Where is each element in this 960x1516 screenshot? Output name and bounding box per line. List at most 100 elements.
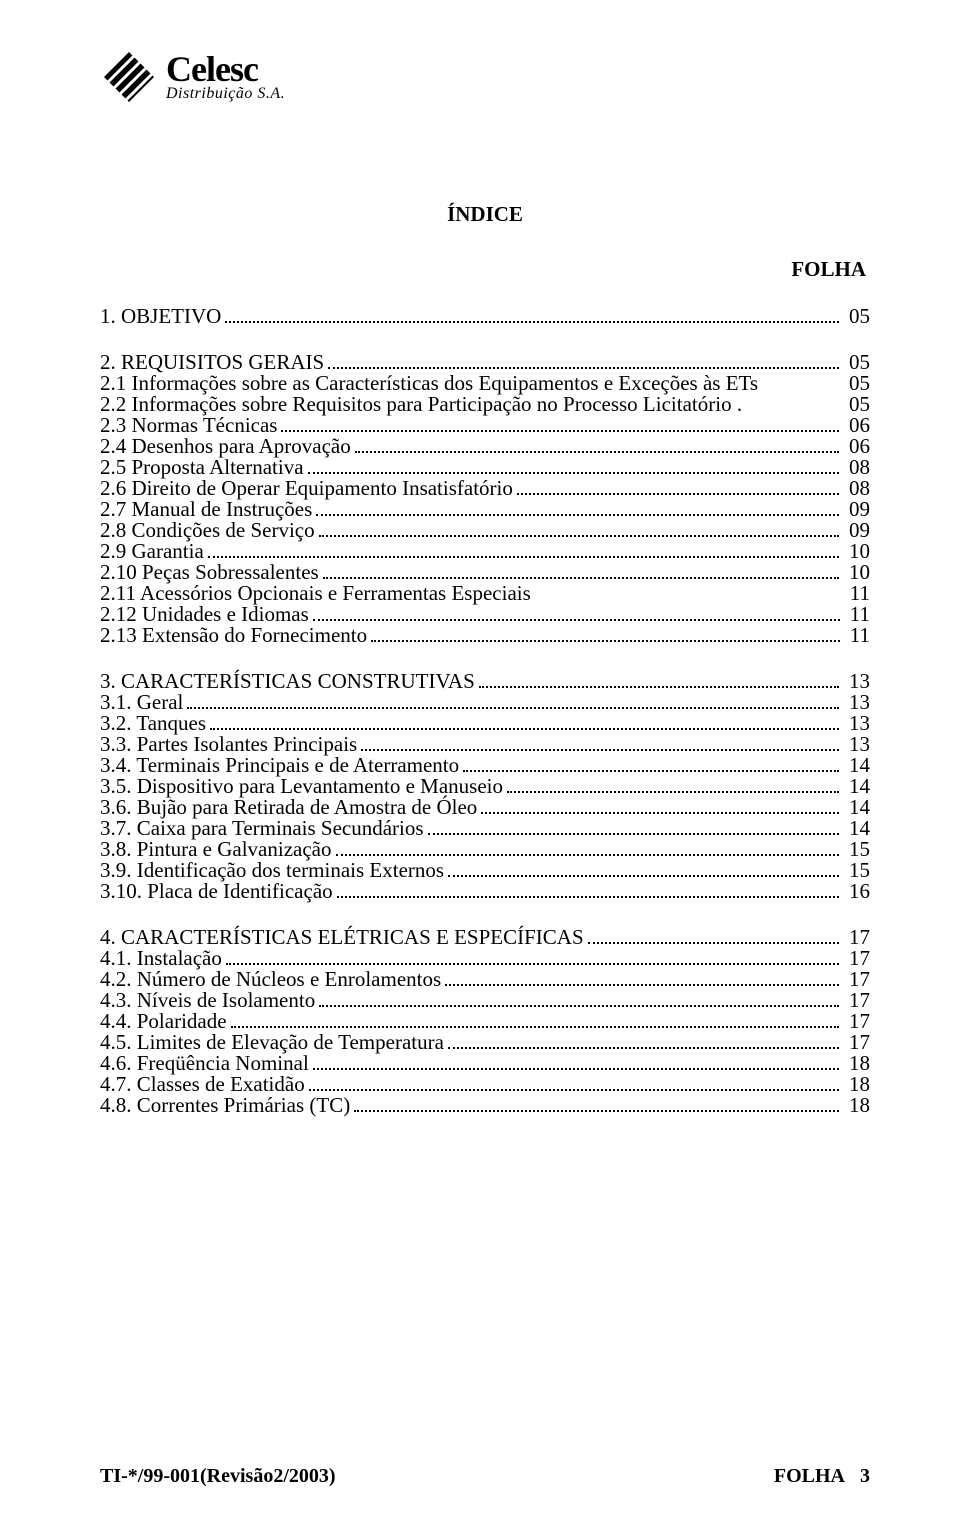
toc-row: 3.8. Pintura e Galvanização 15 bbox=[100, 839, 870, 860]
toc-row: 3.4. Terminais Principais e de Aterramen… bbox=[100, 755, 870, 776]
toc-row: 2.4 Desenhos para Aprovação 06 bbox=[100, 436, 870, 457]
footer-page-label: FOLHA bbox=[774, 1465, 845, 1487]
toc-leader-dots bbox=[355, 439, 839, 453]
toc-leader-dots bbox=[479, 674, 839, 688]
toc-leader-dots bbox=[354, 1098, 839, 1112]
toc-leader-dots bbox=[588, 930, 839, 944]
toc-page-number: 17 bbox=[843, 927, 870, 948]
toc-leader-dots bbox=[507, 779, 839, 793]
toc-row: 2.7 Manual de Instruções09 bbox=[100, 499, 870, 520]
toc-label: 2.2 Informações sobre Requisitos para Pa… bbox=[100, 394, 742, 415]
toc-label: 2. REQUISITOS GERAIS bbox=[100, 352, 324, 373]
toc-label: 4.6. Freqüência Nominal bbox=[100, 1053, 309, 1074]
toc-label: 3.4. Terminais Principais e de Aterramen… bbox=[100, 755, 459, 776]
toc-page-number: 11 bbox=[844, 625, 870, 646]
toc-row: 4.4. Polaridade17 bbox=[100, 1011, 870, 1032]
toc-row: 3. CARACTERÍSTICAS CONSTRUTIVAS 13 bbox=[100, 671, 870, 692]
toc-row: 2.10 Peças Sobressalentes10 bbox=[100, 562, 870, 583]
toc-row: 2.3 Normas Técnicas06 bbox=[100, 415, 870, 436]
toc-page-number: 05 bbox=[843, 352, 870, 373]
toc-row: 4.8. Correntes Primárias (TC)18 bbox=[100, 1095, 870, 1116]
toc-label: 2.12 Unidades e Idiomas bbox=[100, 604, 309, 625]
toc-page-number: 13 bbox=[843, 671, 870, 692]
footer-doc-id: TI-*/99-001(Revisão2/2003) bbox=[100, 1465, 336, 1488]
toc-label: 4.7. Classes de Exatidão bbox=[100, 1074, 305, 1095]
toc-leader-dots bbox=[313, 1056, 839, 1070]
toc-row: 4.7. Classes de Exatidão 18 bbox=[100, 1074, 870, 1095]
toc-section: 4. CARACTERÍSTICAS ELÉTRICAS E ESPECÍFIC… bbox=[100, 927, 870, 1116]
toc-label: 4.3. Níveis de Isolamento bbox=[100, 990, 315, 1011]
toc-page-number: 06 bbox=[843, 436, 870, 457]
toc-page-number: 17 bbox=[843, 1032, 870, 1053]
toc-label: 4.2. Número de Núcleos e Enrolamentos bbox=[100, 969, 441, 990]
toc-row: 3.3. Partes Isolantes Principais13 bbox=[100, 734, 870, 755]
logo-icon bbox=[100, 48, 158, 106]
toc-label: 3.8. Pintura e Galvanização bbox=[100, 839, 332, 860]
toc-leader-dots bbox=[445, 972, 839, 986]
toc-page-number: 10 bbox=[843, 541, 870, 562]
footer-page-number: 3 bbox=[860, 1465, 870, 1487]
toc-label: 2.6 Direito de Operar Equipamento Insati… bbox=[100, 478, 513, 499]
toc-leader-dots bbox=[323, 565, 839, 579]
toc-label: 3.2. Tanques bbox=[100, 713, 206, 734]
toc-page-number: 10 bbox=[843, 562, 870, 583]
toc-label: 3.5. Dispositivo para Levantamento e Man… bbox=[100, 776, 503, 797]
toc-page-number: 15 bbox=[843, 860, 870, 881]
toc-label: 4. CARACTERÍSTICAS ELÉTRICAS E ESPECÍFIC… bbox=[100, 927, 584, 948]
toc-page-number: 05 bbox=[843, 373, 870, 394]
toc-row: 4.6. Freqüência Nominal 18 bbox=[100, 1053, 870, 1074]
toc-page-number: 14 bbox=[843, 797, 870, 818]
toc-label: 2.11 Acessórios Opcionais e Ferramentas … bbox=[100, 583, 531, 604]
toc-page-number: 08 bbox=[843, 478, 870, 499]
footer: TI-*/99-001(Revisão2/2003) FOLHA 3 bbox=[100, 1465, 870, 1488]
toc-leader-dots bbox=[319, 523, 839, 537]
toc-row: 4.3. Níveis de Isolamento17 bbox=[100, 990, 870, 1011]
toc-label: 3.6. Bujão para Retirada de Amostra de Ó… bbox=[100, 797, 477, 818]
toc-label: 2.1 Informações sobre as Características… bbox=[100, 373, 758, 394]
toc-leader-dots bbox=[463, 758, 839, 772]
toc-label: 3.7. Caixa para Terminais Secundários bbox=[100, 818, 424, 839]
toc-page-number: 14 bbox=[843, 776, 870, 797]
toc-leader-dots bbox=[337, 884, 839, 898]
toc-label: 3. CARACTERÍSTICAS CONSTRUTIVAS bbox=[100, 671, 475, 692]
toc-row: 4.1. Instalação17 bbox=[100, 948, 870, 969]
toc-page-number: 06 bbox=[843, 415, 870, 436]
toc-page-number: 18 bbox=[843, 1074, 870, 1095]
page-title: ÍNDICE bbox=[100, 202, 870, 227]
toc-label: 4.1. Instalação bbox=[100, 948, 222, 969]
toc-label: 2.7 Manual de Instruções bbox=[100, 499, 312, 520]
toc-row: 2.2 Informações sobre Requisitos para Pa… bbox=[100, 394, 870, 415]
toc-row: 2.5 Proposta Alternativa08 bbox=[100, 457, 870, 478]
toc-label: 3.3. Partes Isolantes Principais bbox=[100, 734, 357, 755]
toc-page-number: 11 bbox=[844, 583, 870, 604]
document-page: Celesc Distribuição S.A. ÍNDICE FOLHA 1.… bbox=[0, 0, 960, 1516]
table-of-contents: 1. OBJETIVO052. REQUISITOS GERAIS052.1 I… bbox=[100, 306, 870, 1116]
toc-row: 4.5. Limites de Elevação de Temperatura 1… bbox=[100, 1032, 870, 1053]
toc-leader-dots bbox=[231, 1014, 839, 1028]
toc-row: 3.2. Tanques13 bbox=[100, 713, 870, 734]
toc-row: 2.13 Extensão do Fornecimento11 bbox=[100, 625, 870, 646]
toc-leader-dots bbox=[448, 863, 839, 877]
toc-leader-dots bbox=[535, 588, 840, 600]
toc-row: 2. REQUISITOS GERAIS 05 bbox=[100, 352, 870, 373]
toc-page-number: 18 bbox=[843, 1053, 870, 1074]
toc-leader-dots bbox=[208, 544, 839, 558]
toc-leader-dots bbox=[281, 418, 839, 432]
toc-row: 3.9. Identificação dos terminais Externo… bbox=[100, 860, 870, 881]
toc-label: 2.5 Proposta Alternativa bbox=[100, 457, 304, 478]
toc-page-number: 14 bbox=[843, 755, 870, 776]
toc-leader-dots bbox=[187, 695, 839, 709]
toc-page-number: 15 bbox=[843, 839, 870, 860]
toc-leader-dots bbox=[371, 628, 840, 642]
toc-label: 4.5. Limites de Elevação de Temperatura bbox=[100, 1032, 444, 1053]
toc-leader-dots bbox=[746, 399, 839, 411]
toc-leader-dots bbox=[210, 716, 839, 730]
toc-leader-dots bbox=[313, 607, 840, 621]
toc-label: 2.4 Desenhos para Aprovação bbox=[100, 436, 351, 457]
toc-row: 4.2. Número de Núcleos e Enrolamentos17 bbox=[100, 969, 870, 990]
toc-leader-dots bbox=[448, 1035, 839, 1049]
toc-leader-dots bbox=[319, 993, 839, 1007]
toc-page-number: 14 bbox=[843, 818, 870, 839]
toc-leader-dots bbox=[309, 1077, 839, 1091]
toc-page-number: 17 bbox=[843, 1011, 870, 1032]
